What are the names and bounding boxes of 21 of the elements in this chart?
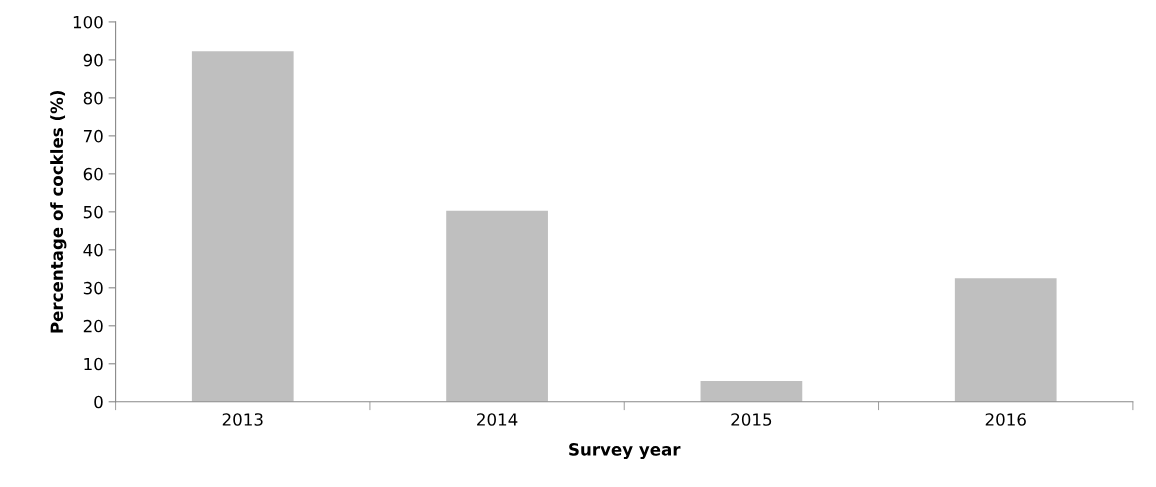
x-tick-label: 2013 <box>222 413 263 426</box>
y-tick-label: 20 <box>83 319 103 333</box>
y-tick-label: 30 <box>83 281 103 295</box>
y-tick-label: 100 <box>73 15 103 29</box>
x-tick-label: 2014 <box>477 413 518 426</box>
x-axis-title: Survey year <box>569 443 681 460</box>
y-tick-label: 10 <box>84 357 103 371</box>
bar <box>954 278 1057 402</box>
x-tick-label: 2015 <box>731 413 772 426</box>
y-tick-label: 50 <box>83 205 103 219</box>
y-tick-label: 0 <box>94 395 103 409</box>
bar <box>700 380 803 402</box>
y-axis-title: Percentage of cockles (%) <box>50 91 67 333</box>
bar <box>191 51 294 402</box>
y-tick-label: 80 <box>83 91 103 105</box>
y-tick-label: 40 <box>83 243 103 257</box>
y-tick-label: 90 <box>83 53 103 67</box>
y-tick-label: 70 <box>83 129 103 143</box>
x-tick-label: 2016 <box>985 413 1026 426</box>
y-tick-label: 60 <box>83 167 103 181</box>
bar <box>446 210 548 402</box>
